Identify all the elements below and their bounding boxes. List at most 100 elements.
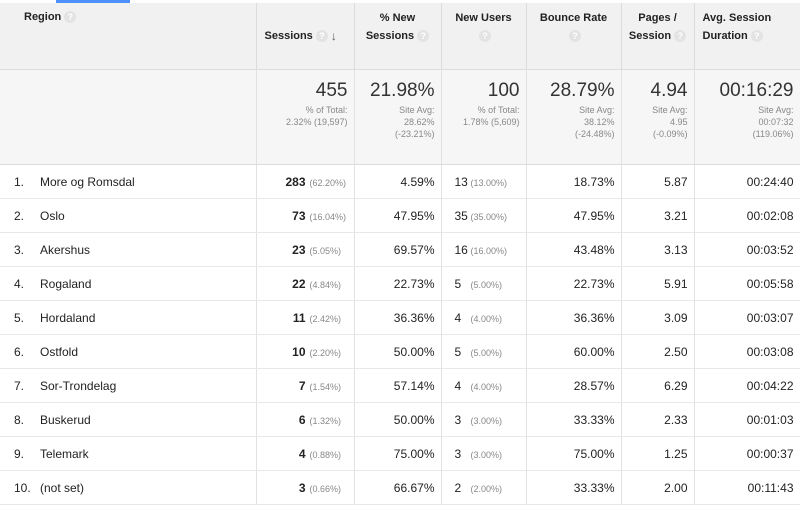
sessions-cell: 22 (4.84%) bbox=[256, 266, 355, 301]
bounce-rate-cell: 18.73% bbox=[526, 164, 622, 199]
table-row[interactable]: 6. Ostfold 10 (2.20%) 50.00% 5 (5.00%) 60.00% 2.… bbox=[0, 334, 800, 369]
totals-bounce-rate: 28.79% Site Avg: 38.12% (-24.48%) bbox=[526, 69, 622, 165]
region-link[interactable]: Rogaland bbox=[40, 276, 92, 291]
column-header-new-users[interactable]: New Users? bbox=[441, 3, 527, 70]
total-caption: Site Avg: bbox=[399, 105, 435, 115]
new-users-cell: 4 (4.00%) bbox=[441, 368, 527, 403]
sessions-percent: (1.32%) bbox=[309, 415, 342, 426]
help-icon[interactable]: ? bbox=[479, 30, 491, 43]
bounce-rate-cell: 28.57% bbox=[526, 368, 622, 403]
sessions-percent: (5.05%) bbox=[309, 245, 342, 256]
help-icon[interactable]: ? bbox=[315, 30, 328, 43]
table-row[interactable]: 5. Hordaland 11 (2.42%) 36.36% 4 (4.00%) 36.36%… bbox=[0, 300, 800, 335]
total-caption: 00:07:32 bbox=[758, 117, 794, 127]
totals-row: 455 % of Total: 2.32% (19,597) 21.98% Si… bbox=[0, 69, 800, 165]
region-cell: 8. Buskerud bbox=[0, 402, 257, 437]
new-users-percent: (5.00%) bbox=[470, 279, 503, 290]
pct-new-sessions-cell: 50.00% bbox=[354, 334, 442, 369]
help-icon[interactable]: ? bbox=[569, 30, 581, 43]
column-header-bounce-rate[interactable]: Bounce Rate? bbox=[526, 3, 622, 70]
region-link[interactable]: Buskerud bbox=[40, 412, 91, 427]
sessions-value: 7 bbox=[298, 378, 306, 393]
sessions-percent: (1.54%) bbox=[309, 381, 342, 392]
row-index: 9. bbox=[14, 446, 25, 461]
table-row[interactable]: 9. Telemark 4 (0.88%) 75.00% 3 (3.00%) 75.00% 1.… bbox=[0, 436, 800, 471]
table-row[interactable]: 2. Oslo 73 (16.04%) 47.95% 35 (35.00%) 47.95% 3.… bbox=[0, 198, 800, 233]
sessions-percent: (62.20%) bbox=[309, 177, 347, 188]
region-link[interactable]: More og Romsdal bbox=[40, 174, 135, 189]
region-link[interactable]: Sor-Trondelag bbox=[40, 378, 117, 393]
row-index: 6. bbox=[14, 344, 25, 359]
column-header-avg-session-duration[interactable]: Avg. Session Duration? bbox=[694, 3, 800, 70]
help-icon[interactable]: ? bbox=[750, 30, 763, 43]
total-caption: % of Total: bbox=[477, 105, 520, 115]
sessions-cell: 23 (5.05%) bbox=[256, 232, 355, 267]
total-value: 21.98% bbox=[370, 80, 435, 101]
column-header-region[interactable]: Region? bbox=[0, 3, 257, 70]
total-caption: 2.32% (19,597) bbox=[285, 117, 348, 127]
pages-session-cell: 6.29 bbox=[621, 368, 695, 403]
help-icon[interactable]: ? bbox=[417, 30, 430, 43]
sessions-value: 11 bbox=[292, 310, 306, 325]
totals-pct-new-sessions: 21.98% Site Avg: 28.62% (-23.21%) bbox=[354, 69, 442, 165]
help-icon[interactable]: ? bbox=[674, 30, 687, 43]
column-header-pct-new-sessions[interactable]: % New Sessions? bbox=[354, 3, 442, 70]
total-caption: (119.06%) bbox=[752, 129, 794, 139]
region-link[interactable]: Ostfold bbox=[40, 344, 79, 359]
total-caption: (-0.09%) bbox=[652, 129, 688, 139]
avg-session-duration-cell: 00:04:22 bbox=[694, 368, 800, 403]
bounce-rate-cell: 33.33% bbox=[526, 402, 622, 437]
new-users-cell: 3 (3.00%) bbox=[441, 436, 527, 471]
avg-session-duration-cell: 00:01:03 bbox=[694, 402, 800, 437]
sessions-value: 3 bbox=[298, 480, 306, 495]
region-link[interactable]: Akershus bbox=[40, 242, 91, 257]
avg-session-duration-cell: 00:03:08 bbox=[694, 334, 800, 369]
region-cell: 4. Rogaland bbox=[0, 266, 257, 301]
sessions-value: 4 bbox=[298, 446, 306, 461]
table-row[interactable]: 7. Sor-Trondelag 7 (1.54%) 57.14% 4 (4.00%) 28.… bbox=[0, 368, 800, 403]
table-row[interactable]: 8. Buskerud 6 (1.32%) 50.00% 3 (3.00%) 33.33% 2.… bbox=[0, 402, 800, 437]
avg-session-duration-cell: 00:02:08 bbox=[694, 198, 800, 233]
pct-new-sessions-cell: 22.73% bbox=[354, 266, 442, 301]
total-caption: Site Avg: bbox=[758, 105, 794, 115]
region-link[interactable]: Oslo bbox=[40, 208, 65, 223]
pct-new-sessions-cell: 66.67% bbox=[354, 470, 442, 505]
row-index: 8. bbox=[14, 412, 25, 427]
table-row[interactable]: 10. (not set) 3 (0.66%) 66.67% 2 (2.00%) 33.33%… bbox=[0, 470, 800, 505]
totals-sessions: 455 % of Total: 2.32% (19,597) bbox=[256, 69, 355, 165]
sort-descending-icon[interactable]: ↓ bbox=[330, 29, 337, 44]
table-row[interactable]: 4. Rogaland 22 (4.84%) 22.73% 5 (5.00%) 22.73% 5… bbox=[0, 266, 800, 301]
pages-session-cell: 2.33 bbox=[621, 402, 695, 437]
bounce-rate-cell: 33.33% bbox=[526, 470, 622, 505]
pct-new-sessions-cell: 36.36% bbox=[354, 300, 442, 335]
new-users-value: 4 bbox=[454, 310, 462, 325]
new-users-percent: (4.00%) bbox=[470, 313, 503, 324]
pct-new-sessions-cell: 47.95% bbox=[354, 198, 442, 233]
new-users-value: 4 bbox=[454, 378, 462, 393]
new-users-percent: (5.00%) bbox=[470, 347, 503, 358]
total-value: 455 bbox=[315, 80, 348, 101]
pct-new-sessions-cell: 69.57% bbox=[354, 232, 442, 267]
table-row[interactable]: 1. More og Romsdal 283 (62.20%) 4.59% 13 (13.0… bbox=[0, 164, 800, 199]
sessions-cell: 11 (2.42%) bbox=[256, 300, 355, 335]
help-icon[interactable]: ? bbox=[64, 11, 77, 24]
column-header-sessions[interactable]: Sessions? ↓ bbox=[256, 3, 355, 70]
column-header-pages-session[interactable]: Pages / Session? bbox=[621, 3, 695, 70]
region-link[interactable]: Hordaland bbox=[40, 310, 96, 325]
bounce-rate-cell: 75.00% bbox=[526, 436, 622, 471]
totals-new-users: 100 % of Total: 1.78% (5,609) bbox=[441, 69, 527, 165]
new-users-cell: 35 (35.00%) bbox=[441, 198, 527, 233]
total-caption: Site Avg: bbox=[652, 105, 688, 115]
new-users-percent: (16.00%) bbox=[470, 245, 508, 256]
region-cell: 9. Telemark bbox=[0, 436, 257, 471]
avg-session-duration-cell: 00:03:52 bbox=[694, 232, 800, 267]
region-link[interactable]: Telemark bbox=[40, 446, 89, 461]
region-link[interactable]: (not set) bbox=[40, 480, 85, 495]
table-header-row: Region? Sessions? ↓ % New Sessions? New U… bbox=[0, 3, 800, 70]
region-cell: 7. Sor-Trondelag bbox=[0, 368, 257, 403]
total-caption: 28.62% bbox=[403, 117, 435, 127]
new-users-cell: 5 (5.00%) bbox=[441, 266, 527, 301]
table-row[interactable]: 3. Akershus 23 (5.05%) 69.57% 16 (16.00%) 43.48… bbox=[0, 232, 800, 267]
new-users-percent: (2.00%) bbox=[470, 483, 503, 494]
totals-region-cell bbox=[0, 69, 257, 165]
